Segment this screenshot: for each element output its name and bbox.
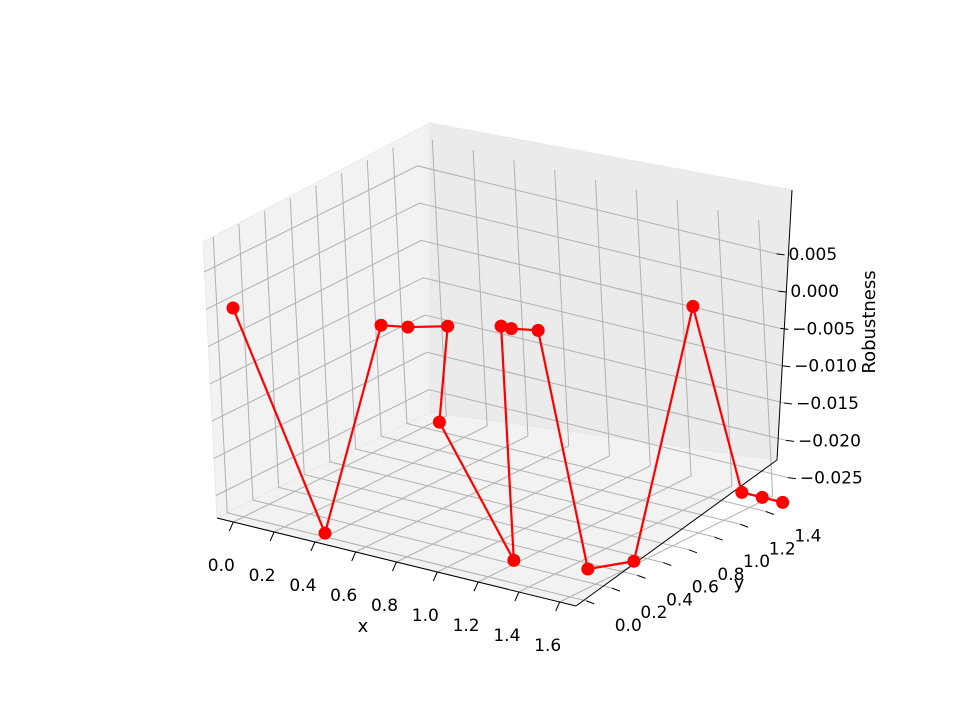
y-tick-label: 1.0 <box>743 552 770 572</box>
y-tick-label: 1.2 <box>769 539 796 559</box>
data-point <box>401 320 415 334</box>
x-tick-mark <box>514 591 520 602</box>
y-tick-mark <box>740 523 749 528</box>
z-tick-label: 0.000 <box>790 282 839 302</box>
z-gridline <box>208 239 781 347</box>
z-tick-label: −0.010 <box>794 357 857 377</box>
x-tick-mark <box>555 601 561 612</box>
x-axis-label: x <box>358 616 369 637</box>
x-tick-label: 1.4 <box>493 626 520 646</box>
z-gridline <box>211 314 785 422</box>
x-gridline <box>273 149 488 533</box>
x-tick-mark <box>392 561 397 572</box>
y-tick-label: 0.0 <box>615 616 642 636</box>
y-gridline <box>238 224 613 589</box>
z-tick-label: 0.005 <box>789 245 838 265</box>
z-axis-line <box>776 189 793 461</box>
y-tick-label: 0.6 <box>692 578 719 598</box>
x-gridline <box>477 199 692 583</box>
z-tick-mark <box>778 290 787 293</box>
y-gridline <box>341 173 715 538</box>
x-gridline <box>518 209 733 593</box>
data-point <box>531 323 545 337</box>
y-tick-mark <box>586 600 595 605</box>
y-tick-mark <box>714 536 723 541</box>
y-gridline <box>289 198 664 564</box>
y-gridline <box>212 236 587 602</box>
y-tick-mark <box>663 562 672 567</box>
x-tick-label: 1.6 <box>534 636 561 656</box>
data-point <box>686 299 700 313</box>
data-point <box>504 322 518 336</box>
z-gridline <box>215 389 788 497</box>
data-point <box>735 485 749 499</box>
z-tick-label: −0.025 <box>800 469 863 489</box>
x-axis-line <box>216 517 577 607</box>
y-tick-label: 0.8 <box>717 565 744 585</box>
x-gridline <box>396 179 611 563</box>
x-tick-mark <box>310 541 316 552</box>
axes-group <box>216 189 796 612</box>
x-tick-label: 1.2 <box>453 616 480 636</box>
x-tick-label: 0.2 <box>249 566 276 586</box>
y-tick-label: 0.2 <box>640 603 667 623</box>
y-gridline <box>315 185 690 551</box>
x-tick-mark <box>473 581 479 592</box>
z-gridline <box>209 277 783 385</box>
x-tick-label: 0.6 <box>330 586 357 606</box>
x-gridline <box>233 139 447 523</box>
y-tick-label: 1.4 <box>794 526 821 546</box>
z-tick-mark <box>782 365 791 368</box>
x-tick-mark <box>432 571 438 582</box>
y-gridline <box>366 160 741 525</box>
x-tick-label: 0.0 <box>208 556 235 576</box>
z-gridline <box>213 351 787 459</box>
x-gridline <box>355 169 570 553</box>
y-gridline <box>264 211 638 576</box>
data-point <box>627 554 641 568</box>
z-axis-label: Robustness <box>859 270 880 373</box>
data-point <box>441 319 455 333</box>
data-point <box>755 490 769 504</box>
data-series <box>226 299 790 576</box>
data-point <box>226 301 240 315</box>
x-tick-mark <box>228 521 234 532</box>
y-tick-mark <box>765 511 775 515</box>
data-point <box>507 553 521 567</box>
x-gridline <box>314 159 529 543</box>
data-point <box>432 415 446 429</box>
z-tick-label: −0.015 <box>796 394 859 414</box>
z-tick-mark <box>776 253 785 256</box>
x-tick-label: 0.8 <box>371 596 398 616</box>
x-tick-mark <box>351 551 357 562</box>
data-point <box>776 495 790 509</box>
z-tick-mark <box>787 477 796 480</box>
y-tick-label: 0.4 <box>666 590 693 610</box>
z-gridline <box>204 165 777 273</box>
grid-lines <box>204 139 788 603</box>
y-gridline <box>392 147 767 512</box>
x-tick-label: 0.4 <box>289 576 316 596</box>
y-tick-mark <box>611 587 621 592</box>
x-tick-label: 1.0 <box>412 606 439 626</box>
y-tick-mark <box>637 574 646 579</box>
y-axis-label: y <box>734 573 745 594</box>
z-tick-mark <box>785 439 795 442</box>
tick-labels: 0.0 0.2 0.4 0.6 0.8 1.0 1.2 1.4 1.60.00.20.40.60… <box>208 245 863 656</box>
data-point <box>318 526 332 540</box>
data-point <box>374 318 388 332</box>
z-tick-label: −0.005 <box>792 319 855 339</box>
z-tick-label: −0.020 <box>798 431 861 451</box>
x-tick-mark <box>269 531 275 542</box>
y-tick-mark <box>688 549 698 554</box>
z-tick-mark <box>784 402 793 405</box>
back-pane <box>429 122 793 461</box>
x-gridline <box>437 189 651 573</box>
data-point <box>581 562 595 576</box>
z-gridline <box>206 202 779 310</box>
y-axis-line <box>575 459 778 607</box>
